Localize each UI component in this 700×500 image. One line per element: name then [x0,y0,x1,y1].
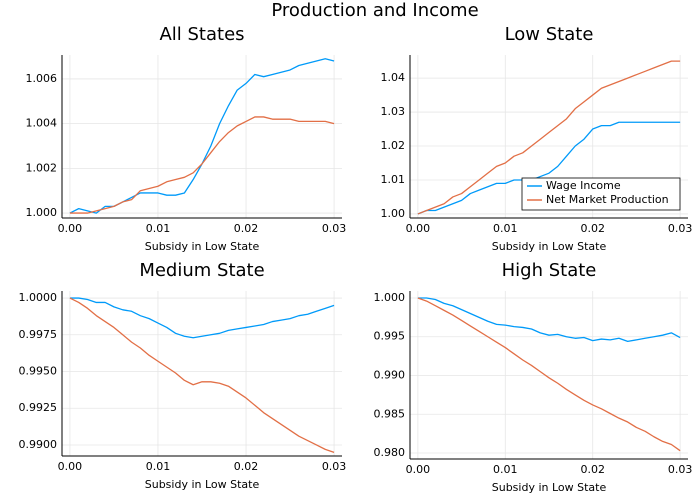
y-tick-label: 0.985 [374,407,406,420]
x-tick-label: 0.03 [668,222,693,235]
x-axis-label: Subsidy in Low State [492,481,607,494]
series-line [69,116,335,214]
x-axis-label: Subsidy in Low State [492,240,607,253]
x-tick-label: 0.02 [234,222,259,235]
y-tick-label: 0.9950 [19,365,58,378]
subplot-title: All States [159,24,244,45]
subplot-title: Medium State [139,260,264,281]
y-tick-label: 0.9925 [19,401,58,414]
y-tick-label: 1.000 [26,206,58,219]
y-tick-label: 1.006 [26,72,58,85]
series-line [417,297,681,452]
y-tick-label: 1.002 [26,161,58,174]
x-axis-label: Subsidy in Low State [145,478,260,491]
x-tick-label: 0.01 [146,460,171,473]
series-line [417,297,681,343]
y-tick-label: 0.9900 [19,438,58,451]
x-tick-label: 0.01 [146,222,171,235]
subplot-title: High State [502,260,597,281]
y-tick-label: 1.000 [374,291,406,304]
series-line [69,297,335,453]
y-tick-label: 1.02 [381,139,406,152]
x-tick-label: 0.02 [580,463,605,476]
x-tick-label: 0.00 [58,460,83,473]
x-tick-label: 0.00 [406,222,431,235]
legend-label: Wage Income [546,179,621,192]
x-tick-label: 0.01 [493,463,518,476]
y-tick-label: 1.00 [381,207,406,220]
x-tick-label: 0.03 [322,460,347,473]
y-tick-label: 1.03 [381,105,406,118]
y-tick-label: 0.995 [374,330,406,343]
y-tick-label: 1.01 [381,173,406,186]
series-line [69,297,335,339]
x-tick-label: 0.02 [234,460,259,473]
legend-box [521,177,681,211]
y-tick-label: 1.004 [26,117,58,130]
x-axis-label: Subsidy in Low State [145,240,260,253]
legend-label: Net Market Production [546,193,669,206]
y-tick-label: 1.0000 [19,291,58,304]
y-tick-label: 0.990 [374,369,406,382]
x-tick-label: 0.02 [580,222,605,235]
x-tick-label: 0.03 [322,222,347,235]
series-line [417,60,681,215]
y-tick-label: 1.04 [381,71,406,84]
subplot-title: Low State [505,24,594,45]
x-tick-label: 0.00 [406,463,431,476]
y-tick-label: 0.9975 [19,328,58,341]
figure-title: Production and Income [271,0,478,21]
series-line [417,121,681,215]
x-tick-label: 0.01 [493,222,518,235]
series-line [69,58,335,214]
y-tick-label: 0.980 [374,446,406,459]
x-tick-label: 0.00 [58,222,83,235]
x-tick-label: 0.03 [668,463,693,476]
